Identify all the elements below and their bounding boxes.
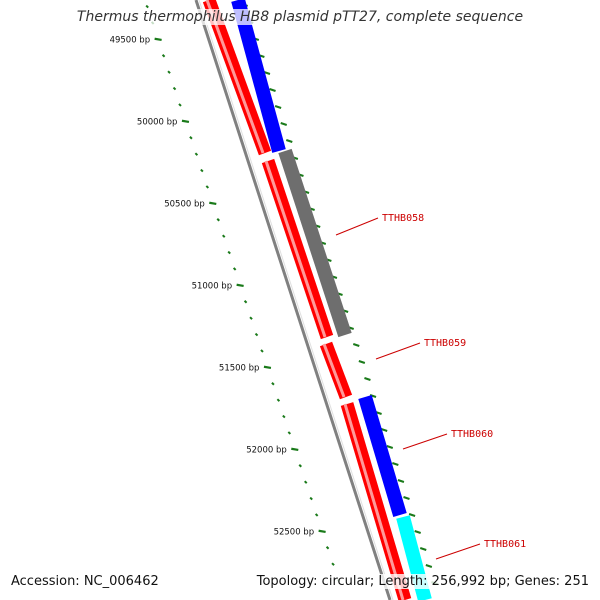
orf-forward-3 <box>319 341 353 400</box>
outer-track-dash <box>397 479 405 483</box>
gene-leader-line <box>402 433 448 450</box>
scale-major-tick <box>318 529 326 534</box>
scale-minor-tick <box>314 513 319 517</box>
outer-track-dash <box>425 564 433 568</box>
gene-leader-line <box>435 543 481 560</box>
outer-track-dash <box>274 105 282 109</box>
outer-track-dash <box>263 71 271 75</box>
scale-tick-label: 52000 bp <box>246 445 287 455</box>
backbone <box>194 0 394 600</box>
outer-track-dash <box>419 547 427 551</box>
orf-features <box>202 0 432 600</box>
scale-major-tick <box>154 37 162 42</box>
scale-tick-label: 51500 bp <box>219 363 260 373</box>
scale-minor-tick <box>287 431 292 435</box>
scale-minor-tick <box>260 349 264 353</box>
gene-label-tthb059[interactable]: TTHB059 <box>424 338 466 349</box>
scale-minor-tick <box>282 414 286 419</box>
scale-minor-tick <box>276 398 281 402</box>
gene-leader-line <box>375 342 421 360</box>
gene-labels: TTHB058 TTHB059 TTHB060 TTHB061 <box>335 213 526 560</box>
orf-forward-2 <box>261 158 334 340</box>
scale-minor-tick <box>331 562 335 566</box>
outer-track-dash <box>392 462 399 466</box>
scale-major-tick <box>236 283 244 288</box>
scale-tick-label: 52500 bp <box>274 527 315 537</box>
scale-minor-tick <box>167 70 171 74</box>
backbone-highlight <box>198 0 394 600</box>
outer-track-dash <box>364 377 371 381</box>
gene-leader-line <box>335 217 379 236</box>
orf-reverse-blue-2 <box>358 395 407 517</box>
scale-tick-label: 51000 bp <box>192 281 233 291</box>
scale-minor-tick <box>227 250 231 255</box>
outer-track-dash <box>408 513 416 517</box>
outer-track-dash <box>285 139 293 143</box>
scale-minor-tick <box>194 152 199 156</box>
outer-track-dash <box>414 530 421 534</box>
scale-minor-tick <box>161 54 166 58</box>
scale-minor-tick <box>178 103 182 107</box>
scale-minor-tick <box>298 464 302 468</box>
orf-reverse-blue-1 <box>231 0 286 153</box>
map-title: Thermus thermophilus HB8 plasmid pTT27, … <box>74 9 526 25</box>
outer-track-dash <box>280 122 288 126</box>
outer-track-dash <box>269 88 276 92</box>
gene-label-tthb058[interactable]: TTHB058 <box>382 213 424 224</box>
outer-track-dash <box>403 496 410 500</box>
scale-major-tick <box>209 201 217 206</box>
scale-minor-tick <box>200 168 204 173</box>
scale-minor-tick <box>172 86 177 91</box>
scale-minor-tick <box>271 382 275 386</box>
outer-track-dash <box>352 343 360 347</box>
topology-summary: Topology: circular; Length: 256,992 bp; … <box>254 574 591 589</box>
scale-minor-tick <box>205 185 210 189</box>
scale-major-tick <box>263 365 272 370</box>
scale-minor-tick <box>243 300 248 304</box>
scale-major-tick <box>291 447 299 452</box>
gene-label-tthb060[interactable]: TTHB060 <box>451 429 493 440</box>
scale-minor-tick <box>325 546 330 550</box>
scale-minor-tick <box>216 218 220 222</box>
scale-minor-tick <box>145 4 149 9</box>
scale-tick-label: 49500 bp <box>110 35 151 45</box>
orf-forward-2-shine <box>264 160 327 338</box>
scale-minor-tick <box>309 496 313 501</box>
orf-forward-1-shine <box>205 0 265 154</box>
orf-forward-4 <box>340 402 412 600</box>
outer-track-dash <box>386 445 394 449</box>
scale-major-tick <box>181 119 190 124</box>
orf-forward-4-shine <box>343 403 405 600</box>
orf-reverse-gray <box>278 148 352 338</box>
outer-track-dash <box>358 360 366 364</box>
outer-track-dash <box>380 428 388 432</box>
scale-minor-tick <box>189 136 193 140</box>
orf-forward-3-shine <box>322 343 346 398</box>
scale-minor-tick <box>304 480 308 484</box>
orf-forward-1 <box>202 0 272 156</box>
scale-tick-label: 50500 bp <box>164 199 205 209</box>
scale-minor-tick <box>232 267 237 271</box>
scale-minor-tick <box>249 316 253 320</box>
scale-tick-label: 50000 bp <box>137 117 178 127</box>
backbone-line <box>194 0 392 600</box>
scale-minor-tick <box>254 332 259 337</box>
accession-label: Accession: NC_006462 <box>9 574 161 589</box>
gene-label-tthb061[interactable]: TTHB061 <box>484 539 526 550</box>
scale-minor-tick <box>222 234 226 238</box>
